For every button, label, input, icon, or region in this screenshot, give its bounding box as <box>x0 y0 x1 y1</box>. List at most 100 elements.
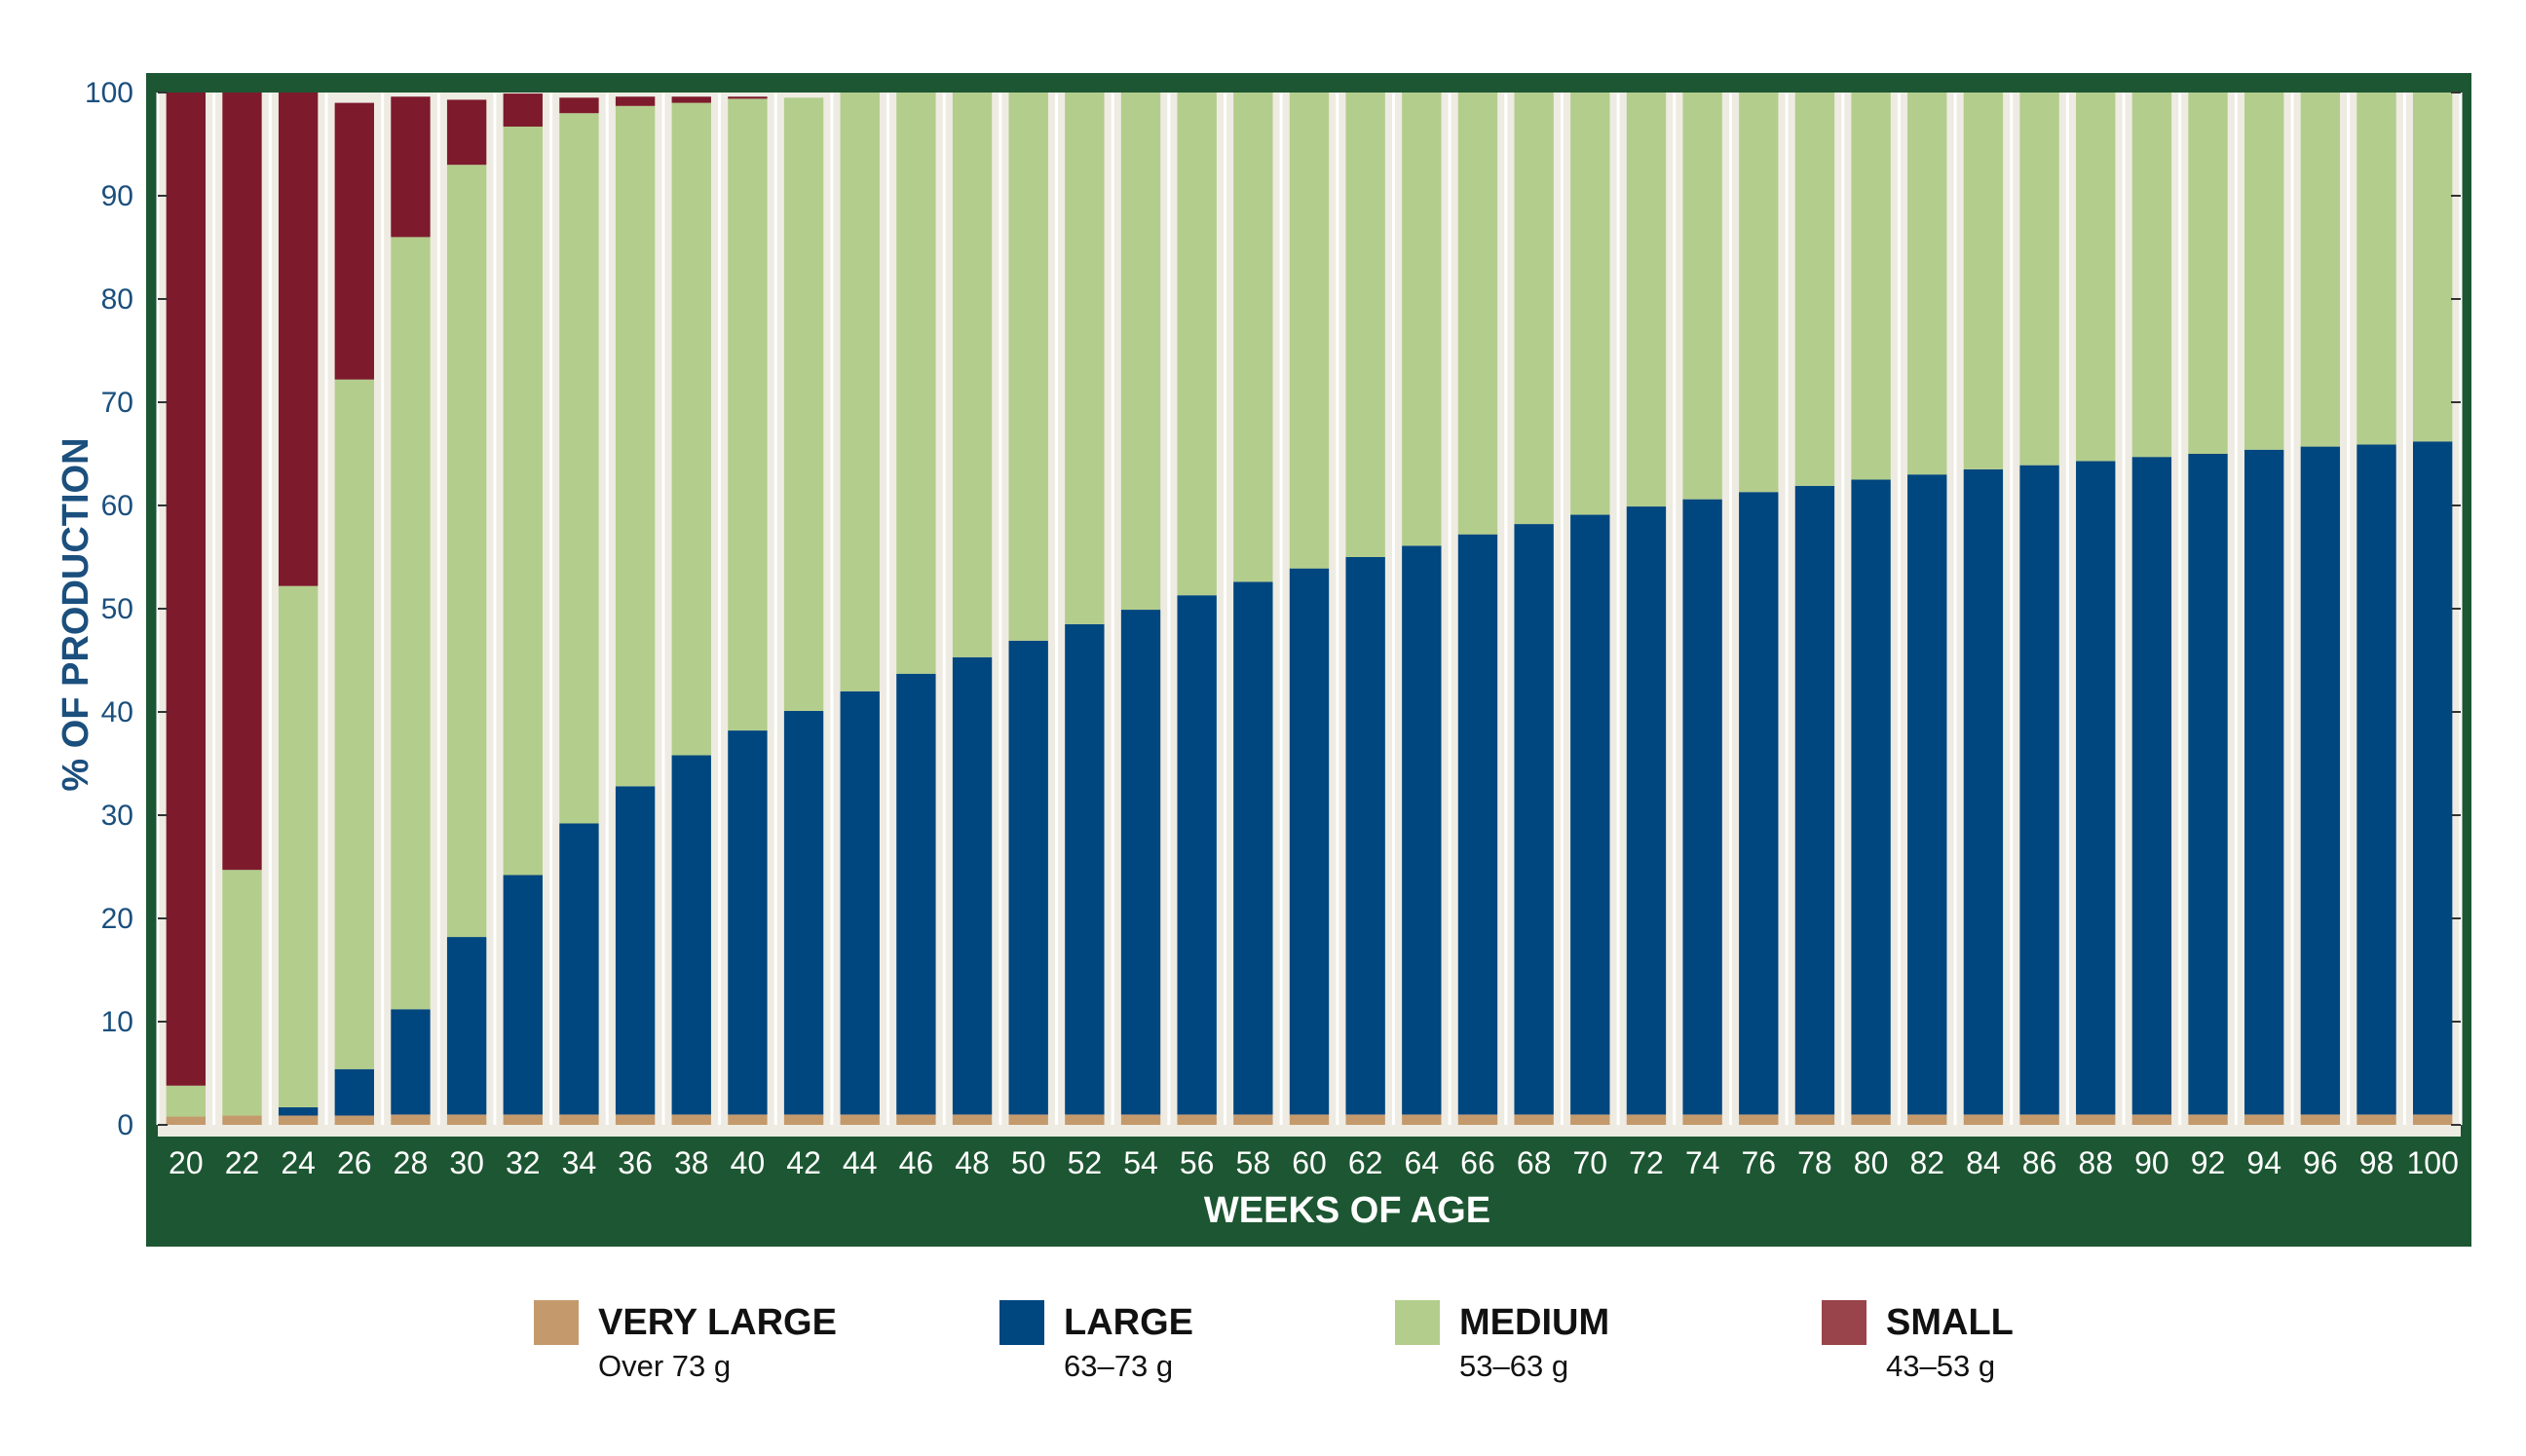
bar-medium-52 <box>1065 93 1105 624</box>
bar-large-88 <box>2076 461 2116 1115</box>
x-tick-label: 54 <box>1123 1145 1158 1180</box>
bar-large-46 <box>896 673 936 1115</box>
bar-small-28 <box>391 96 431 238</box>
bar-very-large-64 <box>1402 1114 1442 1125</box>
y-tick-label: 20 <box>101 903 133 935</box>
bar-medium-34 <box>559 113 599 824</box>
bar-very-large-50 <box>1008 1114 1048 1125</box>
bar-medium-22 <box>222 870 262 1116</box>
bar-medium-66 <box>1457 93 1498 535</box>
bar-very-large-76 <box>1739 1114 1779 1125</box>
bar-medium-50 <box>1008 93 1048 641</box>
x-tick-label: 96 <box>2303 1145 2338 1180</box>
y-tick-label: 10 <box>101 1006 133 1038</box>
bar-large-100 <box>2412 441 2453 1115</box>
bar-large-32 <box>503 875 543 1115</box>
y-tick-label: 100 <box>85 77 133 109</box>
bar-large-60 <box>1289 568 1330 1115</box>
bar-large-96 <box>2300 446 2341 1115</box>
x-tick-label: 36 <box>618 1145 653 1180</box>
x-tick-label: 46 <box>899 1145 934 1180</box>
bar-large-72 <box>1626 506 1667 1115</box>
bar-very-large-22 <box>222 1115 262 1125</box>
x-tick-label: 66 <box>1460 1145 1495 1180</box>
bar-large-38 <box>671 755 711 1115</box>
y-tick-label: 80 <box>101 283 133 316</box>
bar-large-74 <box>1682 499 1722 1115</box>
x-tick-label: 76 <box>1741 1145 1776 1180</box>
bar-very-large-56 <box>1177 1114 1217 1125</box>
bar-medium-24 <box>278 585 319 1107</box>
bar-large-94 <box>2244 449 2284 1115</box>
bar-medium-62 <box>1345 93 1385 557</box>
bar-very-large-24 <box>278 1115 319 1125</box>
bar-large-42 <box>783 710 824 1115</box>
bar-very-large-40 <box>728 1114 768 1125</box>
bar-very-large-94 <box>2244 1114 2284 1125</box>
bar-medium-72 <box>1626 93 1667 507</box>
bar-very-large-68 <box>1514 1114 1554 1125</box>
bar-very-large-32 <box>503 1114 543 1125</box>
y-axis-title: % OF PRODUCTION <box>56 437 96 791</box>
x-tick-label: 82 <box>1909 1145 1944 1180</box>
bar-large-84 <box>1963 468 2004 1115</box>
bar-medium-92 <box>2188 93 2228 454</box>
bar-large-56 <box>1177 595 1217 1115</box>
x-tick-label: 28 <box>394 1145 429 1180</box>
legend-swatch-medium <box>1395 1300 1440 1345</box>
bar-large-80 <box>1851 479 1891 1115</box>
bar-large-40 <box>728 730 768 1115</box>
bar-large-28 <box>391 1009 431 1115</box>
bar-large-62 <box>1345 557 1385 1115</box>
x-tick-label: 88 <box>2078 1145 2113 1180</box>
legend-desc-large: 63–73 g <box>1064 1349 1174 1383</box>
y-tick-label: 30 <box>101 800 133 832</box>
bar-medium-96 <box>2300 93 2341 447</box>
bar-medium-48 <box>952 93 993 657</box>
bar-large-54 <box>1120 610 1161 1115</box>
bar-small-38 <box>671 96 711 103</box>
x-tick-label: 98 <box>2359 1145 2394 1180</box>
bar-medium-44 <box>840 93 880 691</box>
bar-medium-98 <box>2356 93 2396 445</box>
bar-very-large-80 <box>1851 1114 1891 1125</box>
bar-medium-70 <box>1570 93 1610 515</box>
bar-medium-42 <box>783 97 824 711</box>
y-tick-label: 90 <box>101 180 133 212</box>
bar-large-48 <box>952 656 993 1115</box>
bar-medium-86 <box>2019 93 2059 466</box>
bar-medium-26 <box>334 379 374 1069</box>
x-tick-label: 58 <box>1236 1145 1271 1180</box>
bar-very-large-48 <box>952 1114 993 1125</box>
bar-very-large-96 <box>2300 1114 2341 1125</box>
bar-medium-40 <box>728 98 768 731</box>
x-axis-ticks: 20 22 24 26 28 30 32 34 36 38 40 42 44 46 48 50 52 54 56 58… <box>169 1145 2459 1180</box>
legend-desc-very-large: Over 73 g <box>598 1349 732 1383</box>
y-tick-label: 0 <box>117 1109 133 1141</box>
bar-very-large-46 <box>896 1114 936 1125</box>
x-tick-label: 42 <box>786 1145 821 1180</box>
bar-medium-64 <box>1402 93 1442 546</box>
bar-small-40 <box>728 96 768 99</box>
x-tick-label: 48 <box>955 1145 990 1180</box>
bar-medium-78 <box>1794 93 1835 486</box>
bar-very-large-66 <box>1457 1114 1498 1125</box>
bar-large-58 <box>1233 581 1273 1115</box>
bar-large-86 <box>2019 465 2059 1115</box>
bar-large-50 <box>1008 640 1048 1115</box>
x-tick-label: 40 <box>731 1145 766 1180</box>
legend-desc-medium: 53–63 g <box>1459 1349 1569 1383</box>
x-tick-label: 64 <box>1405 1145 1440 1180</box>
x-tick-label: 24 <box>281 1145 316 1180</box>
x-tick-label: 44 <box>843 1145 878 1180</box>
x-tick-label: 22 <box>225 1145 260 1180</box>
bar-very-large-36 <box>615 1114 656 1125</box>
bar-medium-68 <box>1514 93 1554 525</box>
legend-desc-small: 43–53 g <box>1886 1349 1996 1383</box>
bar-large-52 <box>1065 623 1105 1115</box>
bar-medium-88 <box>2076 93 2116 462</box>
bar-large-24 <box>278 1106 319 1116</box>
bar-very-large-34 <box>559 1114 599 1125</box>
bar-very-large-52 <box>1065 1114 1105 1125</box>
x-tick-label: 38 <box>674 1145 709 1180</box>
